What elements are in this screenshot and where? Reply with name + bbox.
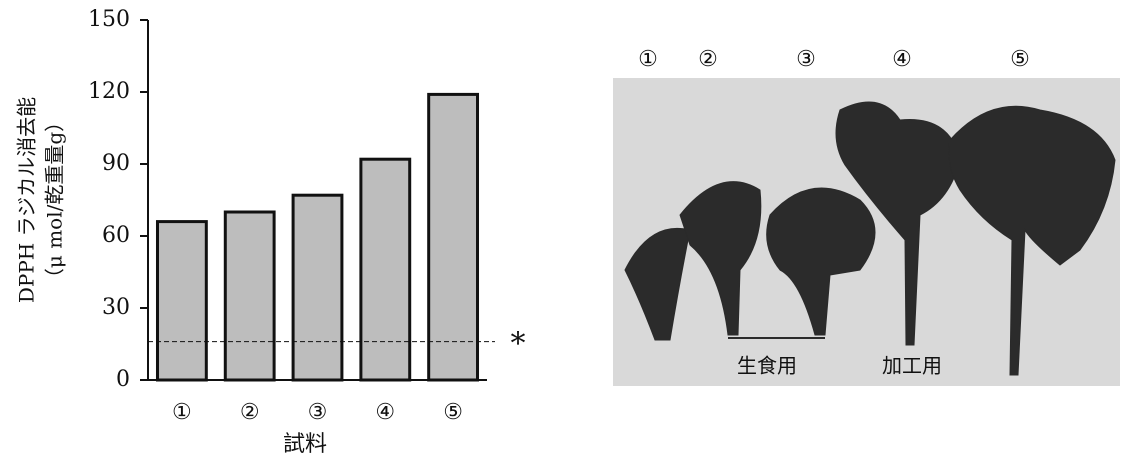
x-tick-label: ⑤ xyxy=(443,400,463,425)
bar xyxy=(429,94,478,380)
y-tick-label: 150 xyxy=(88,7,130,32)
x-tick-label: ② xyxy=(240,400,260,425)
bar xyxy=(225,212,274,380)
bar xyxy=(293,195,342,380)
x-tick-label: ③ xyxy=(308,400,328,425)
photo-caption: 生食用 xyxy=(737,354,797,378)
photo xyxy=(613,78,1120,386)
x-axis-label: 試料 xyxy=(283,432,327,457)
y-tick-label: 120 xyxy=(88,79,130,104)
y-tick-label: 60 xyxy=(102,223,130,248)
y-axis-unit: （μ mol/乾重量g） xyxy=(43,112,67,288)
photo-label: ② xyxy=(698,47,718,72)
x-tick-label: ① xyxy=(172,400,192,425)
bar xyxy=(157,222,206,380)
y-axis-label: DPPH ラジカル消去能 xyxy=(15,97,39,303)
photo-label: ④ xyxy=(892,47,912,72)
y-tick-label: 90 xyxy=(102,151,130,176)
photo-label: ③ xyxy=(796,47,816,72)
photo-caption: 加工用 xyxy=(882,354,942,378)
reference-label: * xyxy=(511,327,526,362)
x-tick-label: ④ xyxy=(375,400,395,425)
page: 試料 DPPH ラジカル消去能 （μ mol/乾重量g） 0 30 60 90 120 1… xyxy=(0,0,1123,460)
bar xyxy=(361,159,410,380)
y-tick-label: 30 xyxy=(102,295,130,320)
figure: 試料 DPPH ラジカル消去能 （μ mol/乾重量g） 0 30 60 90 120 1… xyxy=(0,0,1123,460)
y-tick-label: 0 xyxy=(116,367,130,392)
photo-label: ⑤ xyxy=(1010,47,1030,72)
photo-label: ① xyxy=(638,47,658,72)
